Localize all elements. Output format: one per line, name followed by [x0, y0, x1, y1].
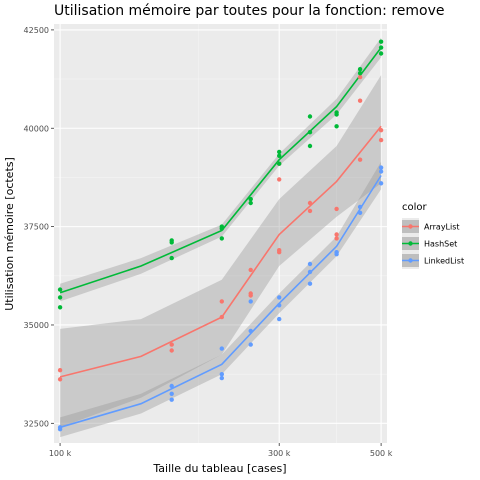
legend-label: LinkedList [424, 257, 464, 266]
y-tick-label: 42500 [24, 26, 49, 35]
legend-label: ArrayList [424, 223, 460, 232]
fit-lines [59, 47, 382, 429]
data-point [248, 299, 253, 304]
data-point [334, 232, 339, 237]
fit-line [59, 175, 382, 429]
data-point [169, 255, 174, 261]
fit-line [59, 47, 382, 294]
y-tick-label: 40000 [24, 124, 49, 133]
data-point [248, 196, 253, 202]
legend-key-point [408, 224, 413, 229]
data-point [219, 236, 224, 241]
data-point [248, 293, 253, 298]
data-point [169, 391, 174, 396]
data-point [57, 305, 63, 310]
data-point [378, 165, 384, 170]
data-point [277, 250, 282, 255]
legend: color ArrayList HashSet LinkedList [402, 202, 464, 269]
data-point [219, 346, 224, 351]
data-point [277, 149, 282, 155]
data-point [307, 208, 313, 214]
data-point [307, 200, 313, 206]
data-point [357, 67, 363, 72]
data-point [219, 299, 224, 304]
confidence-bands [60, 37, 382, 438]
x-tick-label: 500 k [370, 449, 393, 458]
data-point [277, 161, 282, 166]
data-point [57, 427, 63, 432]
data-point [248, 328, 253, 334]
data-point [277, 177, 282, 182]
data-point [277, 295, 282, 300]
y-tick-label: 32500 [24, 419, 49, 428]
data-point [57, 377, 63, 382]
data-point [277, 316, 282, 322]
data-point [248, 267, 253, 273]
data-point [357, 71, 363, 76]
data-point [378, 169, 384, 174]
data-point [357, 210, 363, 215]
data-point [307, 130, 313, 135]
data-point [307, 261, 313, 267]
legend-label: HashSet [424, 240, 457, 249]
data-point [357, 157, 363, 162]
data-point [334, 112, 339, 117]
y-axis-label: Utilisation mémoire [octets] [3, 157, 16, 311]
confidence-band [60, 37, 382, 302]
data-point [169, 342, 174, 347]
data-point [169, 383, 174, 389]
data-point [378, 51, 384, 56]
data-point [378, 137, 384, 143]
data-point [378, 128, 384, 133]
data-point [169, 397, 174, 402]
data-point [219, 226, 224, 231]
x-axis-label: Taille du tableau [cases] [152, 462, 286, 475]
data-point [357, 204, 363, 210]
chart-title: Utilisation mémoire par toutes pour la f… [54, 3, 445, 19]
data-point [57, 295, 63, 300]
data-point [307, 143, 313, 149]
x-tick-label: 300 k [268, 449, 291, 458]
confidence-band [60, 161, 382, 438]
data-point [277, 153, 282, 158]
data-point [378, 39, 384, 44]
data-point [334, 236, 339, 241]
data-point [334, 206, 339, 212]
legend-title: color [402, 202, 428, 213]
data-point [57, 368, 63, 373]
grid-lines [54, 24, 387, 443]
data-point [57, 287, 63, 292]
data-point [357, 98, 363, 103]
data-point [169, 348, 174, 353]
y-tick-label: 35000 [24, 321, 49, 330]
data-point [378, 181, 384, 186]
data-point [334, 124, 339, 129]
data-point [219, 372, 224, 377]
confidence-band [60, 75, 382, 428]
data-point [169, 240, 174, 245]
axes: 32500 35000 37500 40000 42500 100 k 300 k 500 k [24, 26, 393, 458]
legend-key-point [408, 241, 413, 246]
y-tick-label: 37500 [24, 223, 49, 232]
data-point [219, 314, 224, 320]
data-point [248, 200, 253, 206]
data-point [307, 114, 313, 119]
data-point [334, 252, 339, 257]
data-point [307, 281, 313, 286]
data-point [219, 375, 224, 381]
data-point [378, 45, 384, 50]
x-tick-label: 100 k [49, 449, 72, 458]
data-point [357, 74, 363, 80]
fit-line [59, 125, 382, 378]
data-point [307, 269, 313, 275]
data-point [277, 303, 282, 308]
data-points [57, 39, 384, 432]
data-point [248, 342, 253, 347]
legend-key-point [408, 258, 413, 263]
